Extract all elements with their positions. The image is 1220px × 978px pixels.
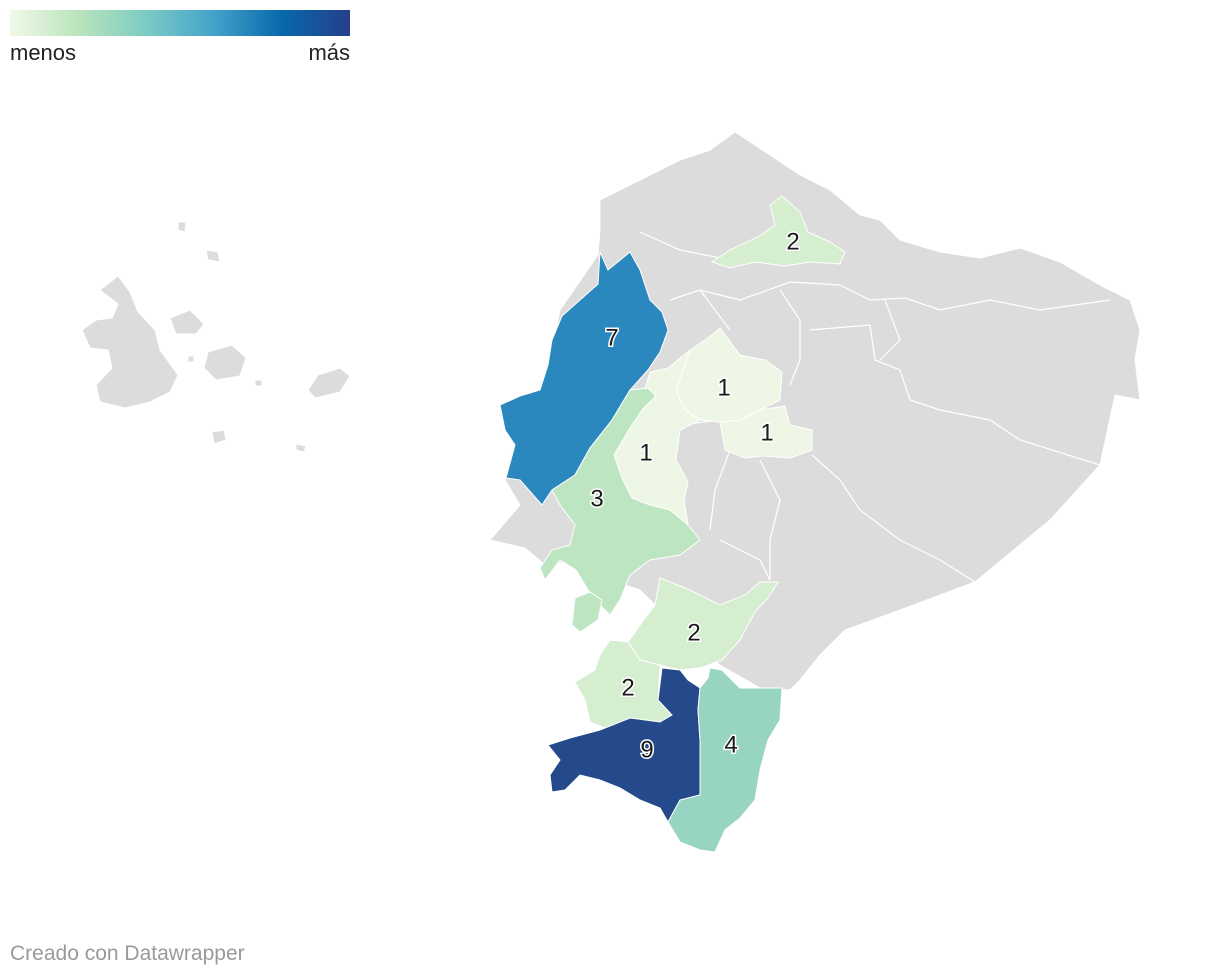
choropleth-map: 2 7 1 1 1 3 2 2 9 4 [81, 131, 1141, 853]
label-tungurahua: 1 [760, 419, 773, 446]
legend-max-label: más [308, 40, 350, 65]
credit-text: Creado con Datawrapper [10, 942, 245, 965]
label-loja: 9 [640, 736, 653, 763]
galapagos-islands [81, 221, 351, 453]
data-regions [499, 195, 846, 853]
region-value-labels: 2 7 1 1 1 3 2 2 9 4 [589, 227, 801, 765]
label-zamora: 4 [724, 731, 737, 758]
region-tungurahua [719, 405, 813, 459]
region-carchi-imbabura [710, 195, 846, 269]
label-azuay: 2 [687, 619, 700, 646]
region-manabi [499, 251, 669, 506]
legend-min-label: menos [10, 40, 77, 65]
label-manabi: 7 [605, 324, 618, 351]
color-legend: menos más [10, 10, 350, 65]
label-cotopaxi: 1 [717, 374, 730, 401]
region-azuay [627, 577, 779, 671]
label-los-rios: 3 [590, 485, 603, 512]
label-carchi-imbabura: 2 [786, 228, 799, 255]
legend-gradient-bar [10, 10, 350, 36]
label-el-oro: 2 [621, 674, 634, 701]
region-guayas-east [571, 591, 603, 633]
region-los-rios [539, 387, 701, 616]
region-zamora [667, 667, 783, 853]
label-bolivar: 1 [639, 439, 652, 466]
